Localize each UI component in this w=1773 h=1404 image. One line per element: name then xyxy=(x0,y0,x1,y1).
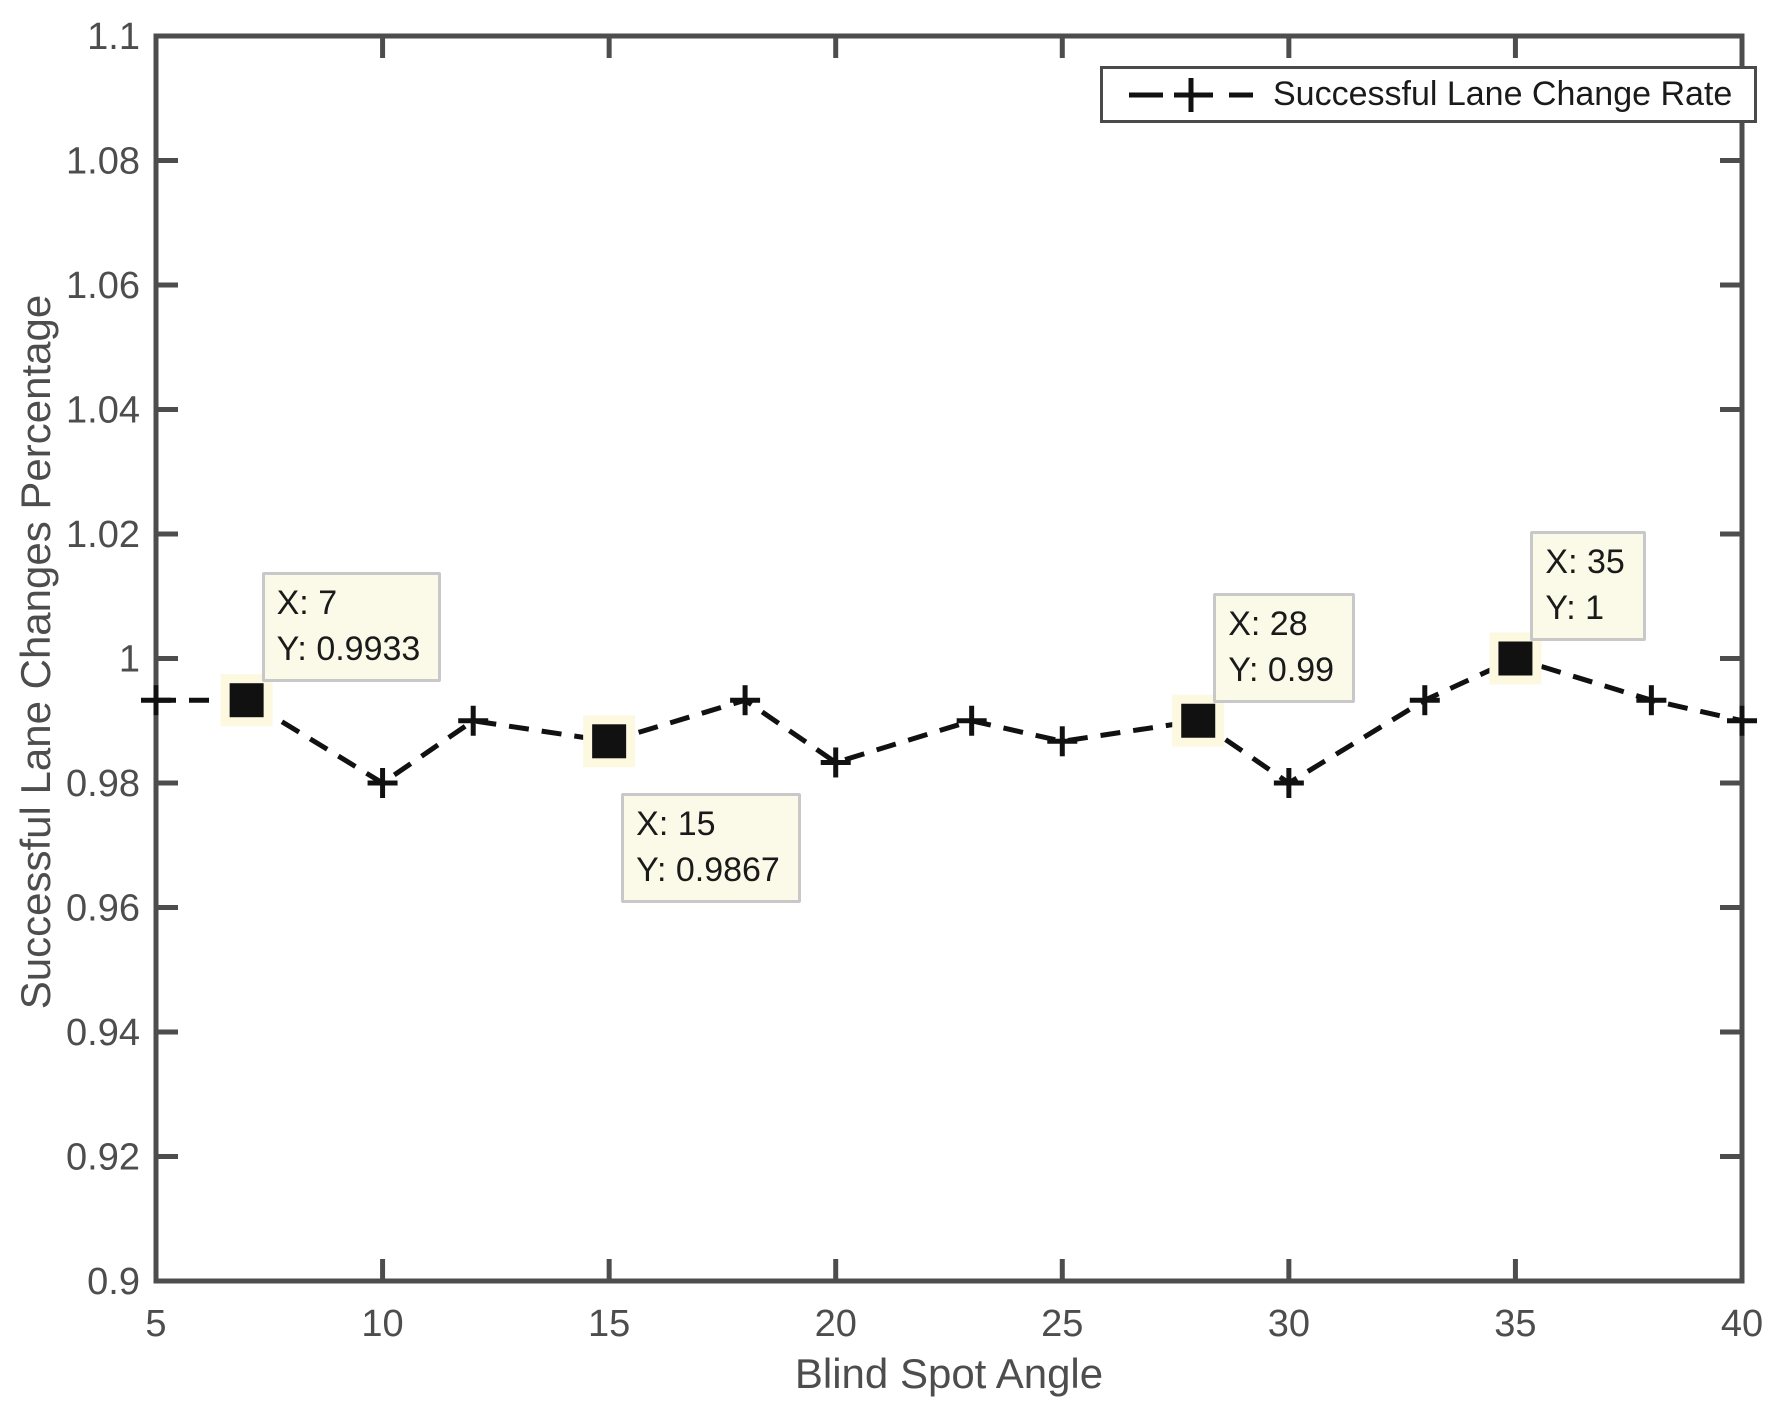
datatip[interactable]: X: 28 Y: 0.99 xyxy=(1213,592,1356,703)
x-tick-label: 5 xyxy=(145,1303,166,1345)
datatip-line: X: 15 xyxy=(636,805,716,844)
datatip[interactable]: X: 7 Y: 0.9933 xyxy=(261,572,442,683)
legend[interactable]: Successful Lane Change Rate xyxy=(1100,66,1758,123)
y-tick-label: 0.96 xyxy=(66,888,140,930)
y-tick-label: 1.02 xyxy=(66,514,140,556)
datatip-line: X: 28 xyxy=(1228,604,1308,643)
y-tick-label: 0.98 xyxy=(66,763,140,805)
datatip-line: X: 7 xyxy=(276,584,338,623)
x-tick-label: 20 xyxy=(815,1303,857,1345)
x-tick-label: 25 xyxy=(1041,1303,1083,1345)
datatip-anchor-marker[interactable] xyxy=(592,724,627,759)
datatip[interactable]: X: 35 Y: 1 xyxy=(1530,530,1646,641)
datatip-anchor-marker[interactable] xyxy=(1498,641,1533,676)
legend-line-sample-icon xyxy=(1129,77,1253,112)
datatip-line: Y: 0.9867 xyxy=(636,851,780,890)
datatip-anchor-marker[interactable] xyxy=(229,683,264,718)
y-tick-label: 0.9 xyxy=(87,1261,140,1303)
x-axis-title: Blind Spot Angle xyxy=(794,1350,1104,1397)
datatip-line: X: 35 xyxy=(1545,542,1625,581)
y-tick-label: 1.1 xyxy=(87,16,140,58)
y-tick-label: 0.94 xyxy=(66,1012,140,1054)
x-tick-label: 40 xyxy=(1721,1303,1763,1345)
datatip[interactable]: X: 15 Y: 0.9867 xyxy=(621,793,801,904)
y-tick-label: 1.08 xyxy=(66,141,140,183)
x-tick-label: 30 xyxy=(1268,1303,1310,1345)
x-tick-label: 10 xyxy=(361,1303,403,1345)
datatip-line: Y: 0.99 xyxy=(1228,650,1335,689)
legend-label: Successful Lane Change Rate xyxy=(1273,75,1733,113)
y-tick-label: 1 xyxy=(119,639,140,681)
y-tick-label: 0.92 xyxy=(66,1137,140,1179)
datatip-anchor-marker[interactable] xyxy=(1181,703,1216,738)
x-tick-label: 15 xyxy=(588,1303,630,1345)
datatip-line: Y: 1 xyxy=(1545,588,1605,627)
y-axis-title: Successful Lane Changes Percentage xyxy=(12,294,59,1010)
y-tick-label: 1.06 xyxy=(66,265,140,307)
x-tick-label: 35 xyxy=(1494,1303,1536,1345)
y-tick-label: 1.04 xyxy=(66,390,140,432)
datatip-line: Y: 0.9933 xyxy=(276,630,421,669)
